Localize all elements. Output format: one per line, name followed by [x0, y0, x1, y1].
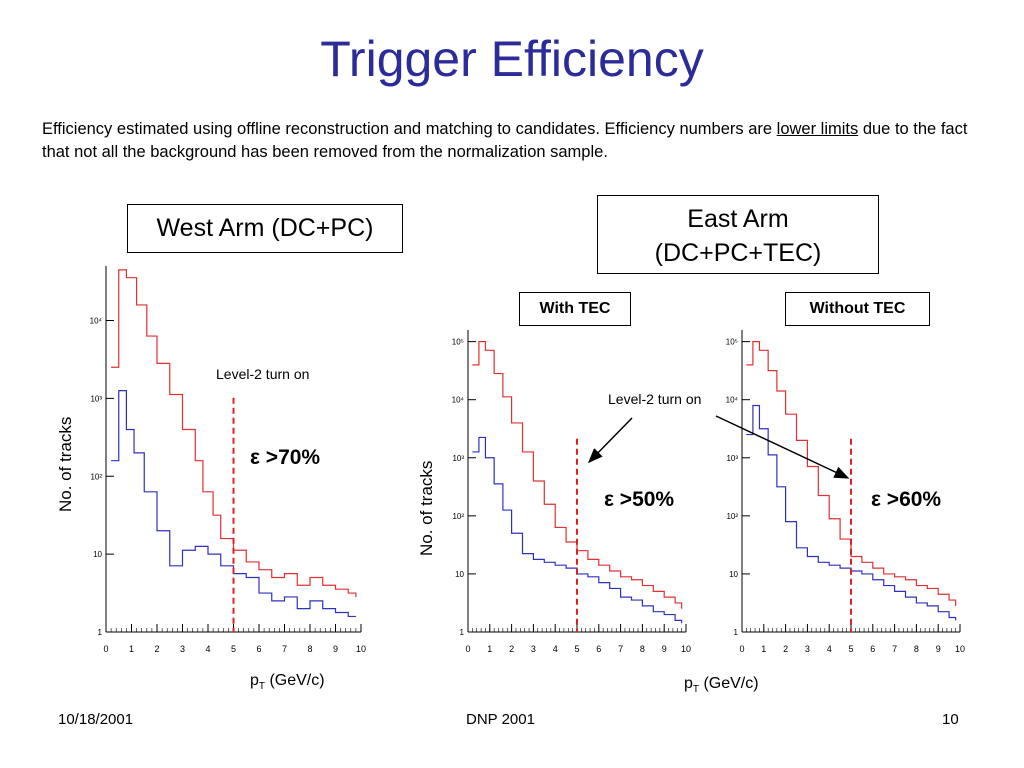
west-x-axis-sub: T: [258, 681, 266, 693]
footer-page: 10: [942, 711, 959, 728]
x-tick-label: 1: [761, 644, 766, 654]
y-tick-label: 10²: [726, 512, 738, 521]
x-tick-label: 4: [827, 644, 832, 654]
x-tick-label: 2: [783, 644, 788, 654]
without-tec-box: Without TEC: [785, 292, 930, 326]
x-tick-label: 10: [356, 644, 366, 654]
slide-title: Trigger Efficiency: [320, 31, 704, 87]
x-tick-label: 4: [553, 644, 558, 654]
x-tick-label: 3: [531, 644, 536, 654]
series-line-1: [746, 404, 957, 621]
x-tick-label: 0: [465, 644, 470, 654]
x-tick-label: 8: [914, 644, 919, 654]
y-tick-label: 10⁴: [726, 396, 739, 405]
x-tick-label: 5: [574, 644, 579, 654]
x-tick-label: 2: [154, 644, 159, 654]
east-y-axis-label: No. of tracks: [417, 460, 436, 556]
east-arm-line1: East Arm: [687, 205, 789, 233]
east-arm-line2: (DC+PC+TEC): [654, 239, 822, 267]
series-line-1: [111, 389, 356, 618]
x-tick-label: 7: [618, 644, 623, 654]
description: Efficiency estimated using offline recon…: [42, 118, 987, 164]
x-tick-label: 5: [231, 644, 236, 654]
y-tick-label: 1: [734, 628, 739, 637]
east-x-axis-label: pT (GeV/c): [684, 675, 759, 695]
y-tick-label: 10: [455, 570, 464, 579]
x-tick-label: 9: [662, 644, 667, 654]
y-tick-label: 10: [93, 550, 102, 559]
y-tick-label: 10³: [452, 454, 464, 463]
x-tick-label: 0: [739, 644, 744, 654]
east-x-axis-sub: T: [692, 684, 700, 696]
series-line-0: [111, 269, 357, 597]
series-line-1: [472, 436, 683, 624]
x-tick-label: 6: [256, 644, 261, 654]
footer-date: 10/18/2001: [58, 711, 134, 728]
description-text-2: due to the fact that not all the backgro…: [42, 120, 968, 161]
y-tick-label: 10²: [452, 512, 464, 521]
x-tick-label: 8: [640, 644, 645, 654]
x-tick-label: 9: [333, 644, 338, 654]
west-arm-box: West Arm (DC+PC): [127, 204, 403, 253]
without-tec-efficiency: ε >60%: [871, 488, 942, 511]
x-tick-label: 3: [805, 644, 810, 654]
x-tick-label: 1: [487, 644, 492, 654]
footer-center: DNP 2001: [466, 711, 535, 728]
y-tick-label: 10⁵: [452, 338, 464, 347]
x-tick-label: 3: [180, 644, 185, 654]
x-tick-label: 6: [870, 644, 875, 654]
east-turn-on-label: Level-2 turn on: [608, 391, 702, 407]
west-efficiency: ε >70%: [250, 446, 321, 469]
y-tick-label: 10⁴: [452, 396, 465, 405]
y-tick-label: 10: [729, 570, 738, 579]
y-tick-label: 10⁴: [90, 317, 103, 326]
west-y-axis-label: No. of tracks: [56, 416, 75, 512]
west-x-axis-label: pT (GeV/c): [250, 672, 325, 692]
x-tick-label: 7: [892, 644, 897, 654]
x-tick-label: 5: [848, 644, 853, 654]
y-tick-label: 10³: [90, 394, 102, 403]
x-tick-label: 4: [205, 644, 210, 654]
y-tick-label: 1: [460, 628, 465, 637]
west-turn-on-label: Level-2 turn on: [216, 366, 310, 382]
west-x-axis-unit: (GeV/c): [265, 672, 325, 689]
with-tec-box: With TEC: [519, 292, 631, 326]
arrow-with-tec: [587, 417, 633, 464]
y-tick-label: 10²: [90, 472, 102, 481]
x-tick-label: 2: [509, 644, 514, 654]
x-tick-label: 7: [282, 644, 287, 654]
west-x-axis-p: p: [250, 672, 259, 689]
x-tick-label: 1: [129, 644, 134, 654]
description-underline: lower limits: [776, 120, 859, 138]
east-x-axis-p: p: [684, 675, 693, 692]
y-tick-label: 10⁵: [726, 338, 738, 347]
east-arm-box: East Arm (DC+PC+TEC): [597, 195, 879, 274]
x-tick-label: 10: [681, 644, 691, 654]
y-tick-label: 10³: [726, 454, 738, 463]
with-tec-efficiency: ε >50%: [604, 488, 675, 511]
east-x-axis-unit: (GeV/c): [699, 675, 759, 692]
x-tick-label: 10: [955, 644, 965, 654]
x-tick-label: 8: [307, 644, 312, 654]
description-text-1: Efficiency estimated using offline recon…: [42, 120, 777, 138]
arrow-without-tec: [715, 415, 850, 479]
x-tick-label: 6: [596, 644, 601, 654]
x-tick-label: 9: [936, 644, 941, 654]
x-tick-label: 0: [103, 644, 108, 654]
y-tick-label: 1: [98, 628, 103, 637]
